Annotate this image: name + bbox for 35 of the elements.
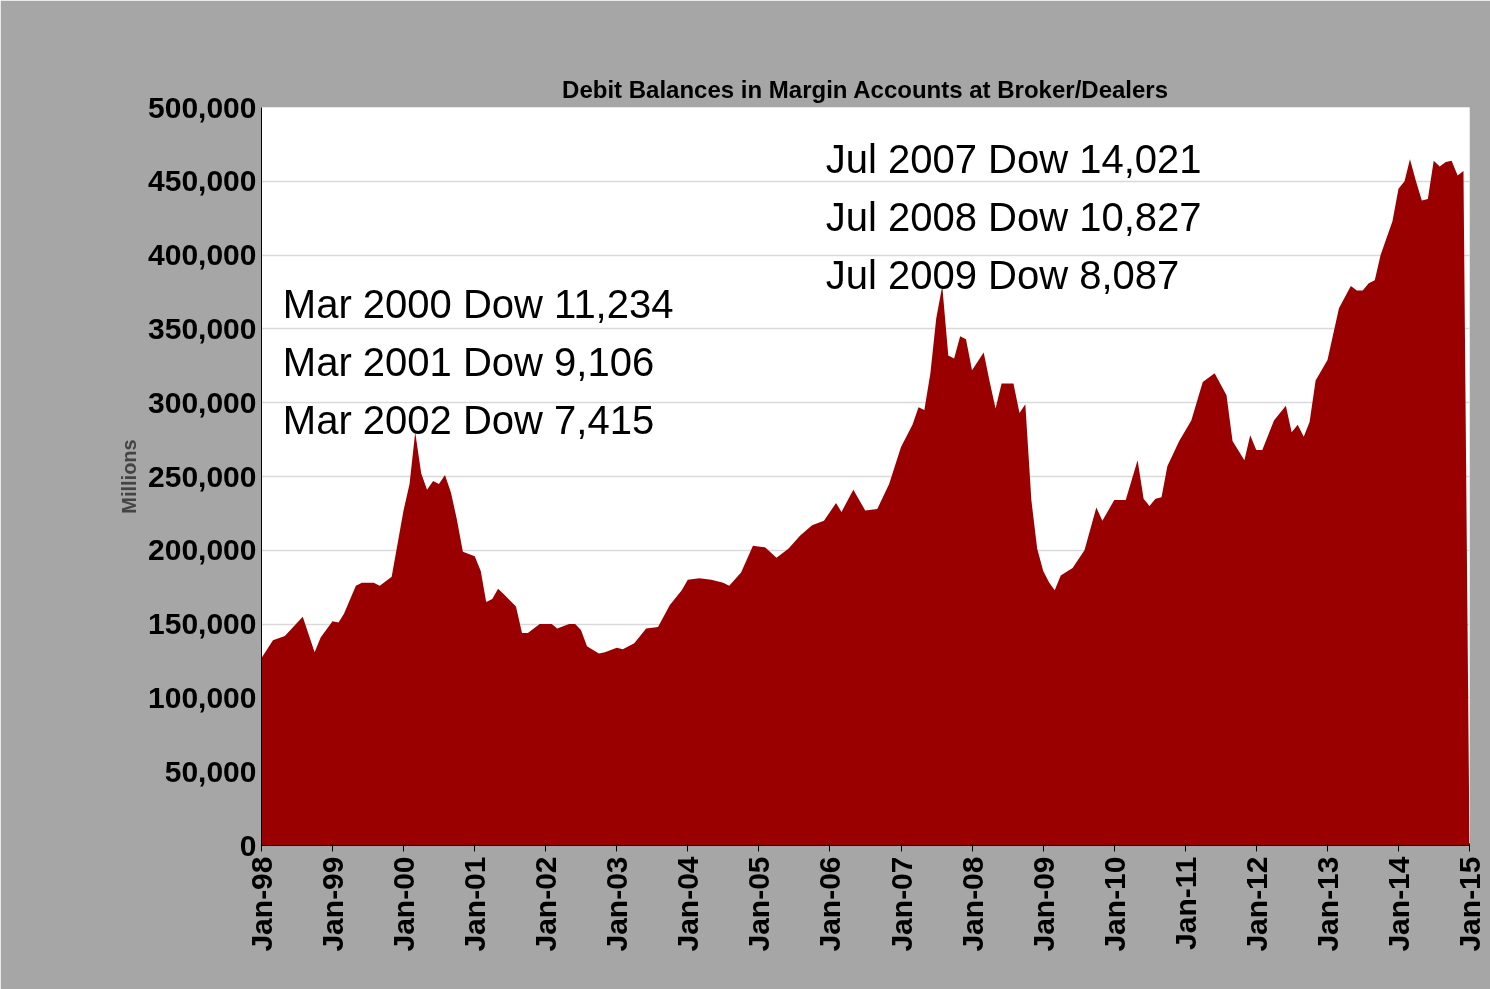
x-tick-label: Jan-00 xyxy=(387,856,421,952)
y-tick-label: 150,000 xyxy=(148,607,257,641)
x-tick-label: Jan-13 xyxy=(1310,856,1344,952)
x-tick-label: Jan-02 xyxy=(529,856,563,952)
x-tick-label: Jan-15 xyxy=(1453,856,1486,952)
y-tick-label: 450,000 xyxy=(148,164,257,198)
x-tick-label: Jan-05 xyxy=(742,856,776,952)
x-tick-label: Jan-08 xyxy=(955,856,989,952)
y-tick-label: 400,000 xyxy=(148,238,257,272)
annotation: Jul 2009 Dow 8,087 xyxy=(825,253,1180,298)
y-axis-title: Millions xyxy=(118,439,141,514)
x-tick-label: Jan-99 xyxy=(316,856,350,952)
x-tick-label: Jan-06 xyxy=(813,856,847,952)
annotation: Mar 2002 Dow 7,415 xyxy=(282,397,655,442)
y-tick-label: 350,000 xyxy=(148,311,257,345)
annotation: Jul 2007 Dow 14,021 xyxy=(825,137,1202,182)
y-tick-label: 50,000 xyxy=(164,754,257,788)
x-tick-label: Jan-09 xyxy=(1026,856,1060,952)
x-tick-label: Jan-12 xyxy=(1239,856,1273,952)
y-tick-label: 300,000 xyxy=(148,385,257,419)
y-tick-label: 200,000 xyxy=(148,533,257,567)
x-tick-label: Jan-14 xyxy=(1381,856,1415,952)
x-tick-label: Jan-11 xyxy=(1168,856,1202,950)
annotation: Jul 2008 Dow 10,827 xyxy=(825,195,1202,240)
x-tick-label: Jan-03 xyxy=(600,856,634,952)
annotation: Mar 2001 Dow 9,106 xyxy=(282,339,655,384)
x-tick-label: Jan-07 xyxy=(884,856,918,952)
x-tick-label: Jan-04 xyxy=(671,856,705,952)
y-tick-label: 500,000 xyxy=(148,90,257,124)
chart-title: Debit Balances in Margin Accounts at Broker/Dealers xyxy=(562,75,1169,103)
y-tick-label: 100,000 xyxy=(148,680,257,714)
annotation: Mar 2000 Dow 11,234 xyxy=(282,281,674,326)
x-tick-label: Jan-01 xyxy=(458,856,492,952)
x-tick-label: Jan-10 xyxy=(1097,856,1131,952)
y-tick-label: 250,000 xyxy=(148,459,257,493)
